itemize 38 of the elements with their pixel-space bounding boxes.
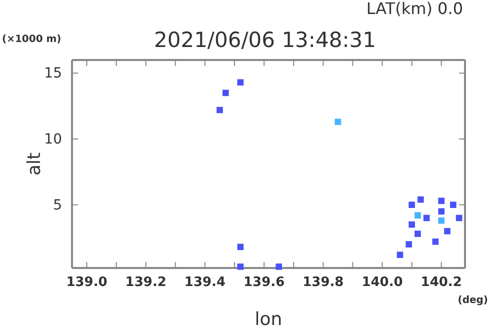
point [450, 202, 456, 208]
text: (×1000 m) [2, 34, 62, 45]
point [456, 214, 462, 222]
point [216, 106, 223, 114]
point [406, 241, 412, 248]
x-tick-label: 139.4 [184, 275, 226, 290]
point [432, 238, 439, 245]
text: (deg) [458, 295, 488, 306]
x-tick-label: 139.0 [66, 275, 108, 290]
x-axis-title: lon [254, 309, 282, 330]
point [438, 198, 445, 204]
x-tick-label: 139.2 [125, 275, 166, 290]
x-tick-label: 140.2 [420, 275, 462, 290]
point [408, 221, 415, 228]
y-tick-label: 15 [44, 66, 62, 82]
point [237, 79, 244, 86]
y-tick-label: 10 [44, 131, 62, 148]
point [418, 196, 424, 203]
y-tick-label: 5 [53, 197, 62, 214]
point [222, 90, 229, 96]
point [414, 212, 421, 219]
point [444, 228, 450, 234]
point [276, 264, 282, 270]
y-axis-title: alt [24, 152, 45, 176]
point [414, 230, 421, 237]
point [334, 118, 342, 126]
x-tick-label: 139.8 [302, 275, 344, 290]
chart-title: 2021/06/06 13:48:31 [154, 28, 376, 52]
point [408, 202, 415, 208]
point [396, 252, 404, 258]
point [438, 208, 445, 215]
point [423, 214, 430, 222]
x-tick-label: 140.0 [362, 275, 403, 290]
point [237, 244, 244, 250]
chart-subtitle: LAT(km) 0.0 [366, 0, 463, 18]
point [438, 217, 445, 224]
x-tick-label: 139.6 [244, 275, 285, 290]
point [237, 264, 244, 270]
